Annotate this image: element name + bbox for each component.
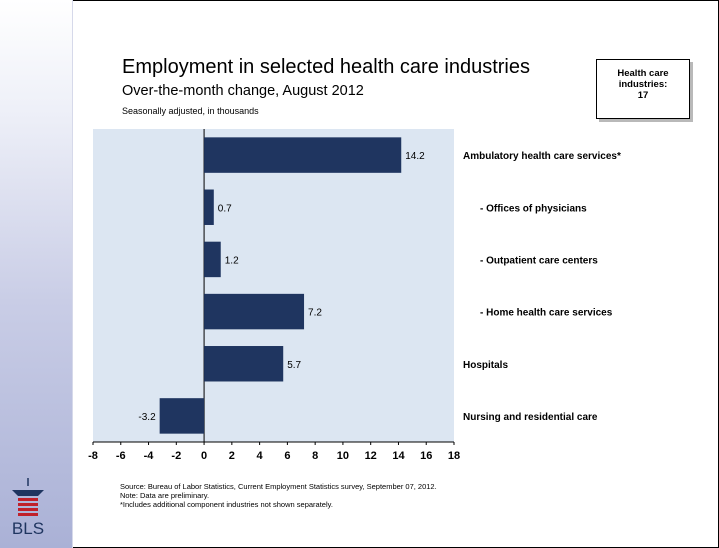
badge-line-3: 17 (637, 90, 649, 101)
component-note: *Includes additional component industrie… (120, 500, 333, 509)
logo-wordmark: BLS (12, 519, 44, 538)
health-care-industries-badge: Health care industries: 17 (596, 59, 690, 119)
source-note: Source: Bureau of Labor Statistics, Curr… (120, 482, 437, 491)
bls-logo: BLS (12, 478, 44, 538)
chart-title: Employment in selected health care indus… (122, 56, 530, 78)
badge-line-1: Health care (617, 68, 669, 79)
badge-line-2: industries: (618, 79, 668, 90)
unit-note: Seasonally adjusted, in thousands (122, 106, 259, 116)
preliminary-note: Note: Data are preliminary. (120, 491, 210, 500)
strip-divider (72, 0, 73, 548)
chart-subtitle: Over-the-month change, August 2012 (122, 83, 364, 99)
left-gradient-strip (0, 0, 72, 548)
